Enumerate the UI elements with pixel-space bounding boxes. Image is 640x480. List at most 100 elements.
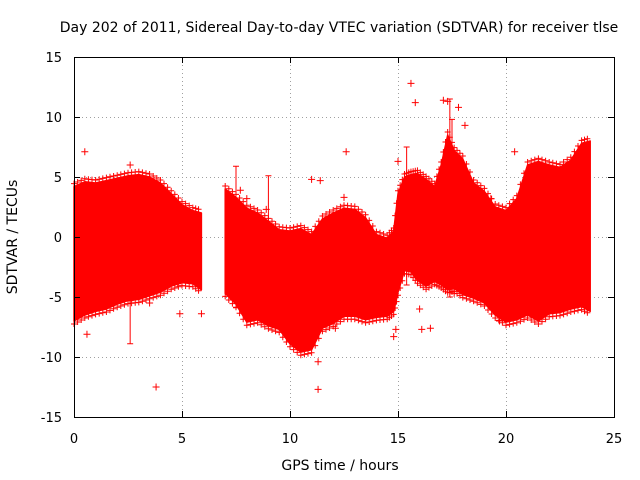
data-point bbox=[531, 319, 538, 325]
data-point bbox=[467, 169, 473, 175]
data-point bbox=[290, 346, 297, 353]
outlier-point bbox=[418, 325, 426, 333]
outlier-point bbox=[390, 333, 398, 341]
data-point bbox=[517, 318, 524, 325]
chart-title: Day 202 of 2011, Sidereal Day-to-day VTE… bbox=[60, 20, 619, 36]
data-point bbox=[110, 305, 117, 312]
data-point bbox=[261, 323, 268, 330]
outlier-point bbox=[496, 317, 504, 325]
outlier-point bbox=[487, 195, 495, 203]
outlier-point bbox=[407, 79, 415, 87]
data-point bbox=[463, 295, 470, 302]
data-point bbox=[139, 298, 146, 305]
data-point bbox=[528, 317, 535, 323]
data-point bbox=[294, 223, 301, 230]
data-point bbox=[549, 159, 556, 166]
data-point bbox=[117, 171, 124, 178]
data-point bbox=[186, 202, 193, 209]
data-point bbox=[74, 179, 81, 185]
x-tick-label: 0 bbox=[70, 432, 78, 447]
data-point bbox=[481, 303, 488, 309]
data-point bbox=[157, 292, 164, 299]
y-axis-label: SDTVAR / TECUs bbox=[5, 180, 21, 295]
data-point bbox=[564, 310, 571, 317]
data-point bbox=[454, 147, 461, 154]
data-point bbox=[135, 168, 142, 175]
data-point bbox=[229, 188, 236, 195]
data-point bbox=[481, 185, 488, 192]
data-point bbox=[355, 206, 362, 213]
data-point bbox=[393, 298, 400, 305]
data-point bbox=[337, 203, 344, 210]
data-point bbox=[312, 342, 319, 349]
data-point bbox=[571, 308, 578, 315]
outlier-point bbox=[152, 383, 160, 391]
data-point bbox=[240, 316, 247, 323]
data-point bbox=[110, 173, 117, 179]
data-point bbox=[236, 310, 243, 317]
outlier-point bbox=[526, 306, 534, 314]
data-point bbox=[319, 213, 326, 219]
outlier-point bbox=[174, 280, 182, 288]
data-point bbox=[366, 319, 373, 325]
data-point bbox=[397, 285, 404, 291]
data-point bbox=[290, 224, 297, 231]
data-point bbox=[222, 183, 229, 189]
data-point bbox=[297, 352, 304, 359]
data-point bbox=[139, 169, 146, 176]
outlier-point bbox=[444, 97, 452, 105]
data-point bbox=[171, 191, 178, 198]
y-tick-label: -5 bbox=[49, 291, 62, 306]
data-point bbox=[333, 321, 340, 327]
data-point bbox=[269, 327, 275, 333]
data-point bbox=[567, 154, 574, 161]
error-bar bbox=[127, 282, 134, 345]
data-layer bbox=[71, 79, 591, 393]
data-point bbox=[103, 309, 110, 315]
data-point bbox=[560, 159, 567, 165]
data-point bbox=[463, 161, 470, 167]
data-point bbox=[560, 311, 567, 318]
data-point bbox=[319, 328, 326, 335]
data-point bbox=[269, 218, 275, 225]
outlier-point bbox=[141, 287, 149, 295]
data-point bbox=[362, 211, 369, 218]
data-point bbox=[567, 309, 574, 315]
data-point bbox=[175, 283, 182, 290]
data-point bbox=[524, 315, 531, 321]
data-point bbox=[393, 200, 400, 207]
data-point bbox=[283, 339, 290, 345]
data-point bbox=[553, 160, 560, 167]
data-point bbox=[117, 303, 124, 309]
data-point bbox=[258, 209, 265, 216]
data-point bbox=[431, 180, 438, 187]
data-point bbox=[513, 192, 520, 199]
x-tick-label: 25 bbox=[606, 432, 623, 447]
outlier-point bbox=[262, 205, 270, 213]
y-tick-label: 0 bbox=[54, 231, 62, 246]
error-bar bbox=[265, 175, 272, 250]
outlier-point bbox=[411, 99, 419, 107]
outlier-point bbox=[461, 121, 469, 129]
data-point bbox=[474, 179, 481, 186]
outlier-point bbox=[126, 161, 134, 169]
data-point bbox=[143, 297, 149, 303]
data-point bbox=[542, 316, 549, 323]
data-point bbox=[323, 326, 329, 333]
data-point bbox=[506, 200, 513, 207]
outlier-point bbox=[236, 186, 244, 194]
data-point bbox=[495, 317, 502, 324]
outlier-point bbox=[146, 299, 154, 307]
data-point bbox=[168, 187, 175, 194]
data-point bbox=[380, 231, 387, 237]
data-point bbox=[161, 180, 167, 187]
error-bar bbox=[403, 146, 410, 286]
data-point bbox=[225, 297, 232, 303]
data-point bbox=[305, 350, 311, 357]
data-point bbox=[531, 156, 538, 163]
data-point bbox=[575, 143, 581, 149]
data-point bbox=[578, 137, 585, 144]
data-point bbox=[392, 305, 399, 311]
data-point bbox=[99, 175, 106, 182]
data-point bbox=[272, 328, 279, 335]
